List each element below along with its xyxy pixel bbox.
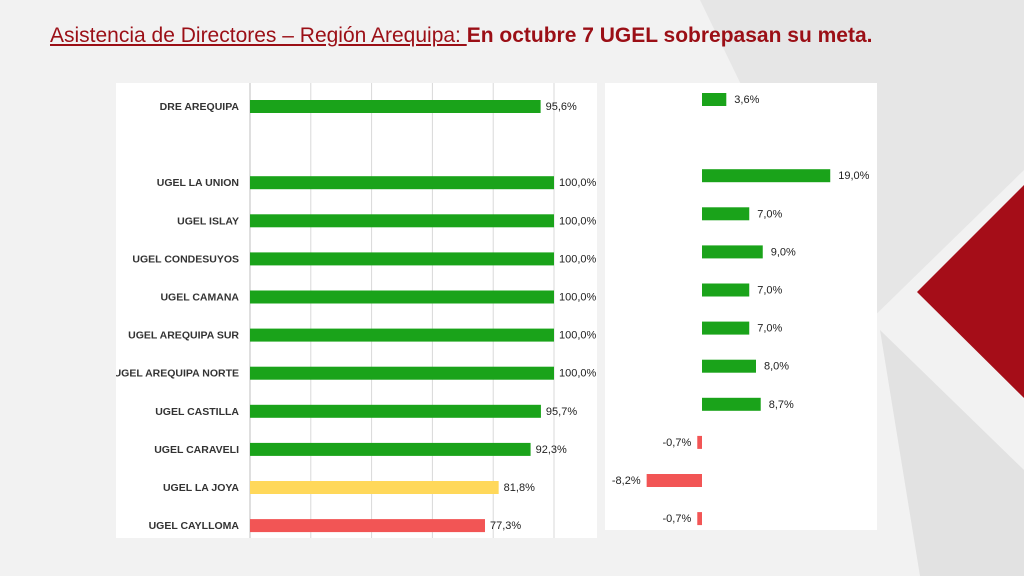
bar-ugel-la-union: [250, 176, 554, 190]
category-label-ugel-arequipa-norte: UGEL AREQUIPA NORTE: [116, 368, 239, 380]
diff-label-ugel-islay: 7,0%: [757, 208, 782, 220]
category-label-ugel-la-joya: UGEL LA JOYA: [163, 482, 239, 494]
value-label-ugel-caylloma: 77,3%: [490, 520, 521, 532]
bar-dre-arequipa: [250, 100, 541, 113]
bar-ugel-arequipa-sur: [250, 328, 554, 342]
value-label-ugel-arequipa-sur: 100,0%: [559, 330, 597, 342]
diff-bar-dre-arequipa: [702, 93, 727, 106]
value-label-ugel-condesuyos: 100,0%: [559, 253, 597, 265]
accent-triangle: [917, 185, 1024, 398]
diff-bar-ugel-islay: [702, 207, 750, 221]
value-label-ugel-islay: 100,0%: [559, 215, 597, 227]
category-label-ugel-caylloma: UGEL CAYLLOMA: [149, 520, 240, 532]
diff-bar-ugel-condesuyos: [702, 245, 763, 259]
goal-difference-bar-chart: 3,6% 19,0% 7,0% 9,0% 7,0% 7,0% 8,0% 8,7% -0,7% -8…: [612, 93, 870, 526]
diff-label-ugel-camana: 7,0%: [757, 285, 782, 297]
diff-label-ugel-arequipa-sur: 7,0%: [757, 323, 782, 335]
category-label-ugel-islay: UGEL ISLAY: [177, 215, 239, 227]
title-prefix: Asistencia de Directores – Región Arequi…: [50, 24, 467, 47]
bar-ugel-castilla: [250, 404, 541, 418]
title-main: En octubre 7 UGEL sobrepasan su meta.: [466, 24, 873, 47]
category-label-ugel-arequipa-sur: UGEL AREQUIPA SUR: [128, 330, 239, 342]
bar-ugel-caraveli: [250, 442, 531, 456]
diff-label-ugel-la-union: 19,0%: [838, 170, 869, 182]
diff-bar-ugel-arequipa-sur: [702, 321, 750, 335]
category-label-ugel-la-union: UGEL LA UNION: [157, 177, 239, 189]
diff-bar-ugel-caraveli: [697, 435, 702, 449]
value-label-ugel-castilla: 95,7%: [546, 406, 577, 418]
goal-difference-chart-panel: 3,6% 19,0% 7,0% 9,0% 7,0% 7,0% 8,0% 8,7% -0,7% -8…: [605, 83, 877, 530]
diff-label-ugel-caylloma: -0,7%: [663, 513, 692, 525]
diff-label-ugel-condesuyos: 9,0%: [771, 246, 796, 258]
diff-bar-ugel-la-union: [702, 169, 831, 183]
diff-label-ugel-la-joya: -8,2%: [612, 475, 641, 487]
value-label-ugel-la-union: 100,0%: [559, 177, 597, 189]
bar-ugel-arequipa-norte: [250, 366, 554, 380]
diff-label-ugel-caraveli: -0,7%: [663, 437, 692, 449]
diff-bar-ugel-la-joya: [646, 474, 702, 487]
category-label-dre-arequipa: DRE AREQUIPA: [160, 101, 240, 113]
category-label-ugel-condesuyos: UGEL CONDESUYOS: [132, 253, 239, 265]
diff-label-dre-arequipa: 3,6%: [734, 94, 759, 106]
value-label-ugel-caraveli: 92,3%: [536, 444, 567, 456]
category-label-ugel-caraveli: UGEL CARAVELI: [154, 444, 239, 456]
bar-ugel-islay: [250, 214, 554, 228]
value-label-dre-arequipa: 95,6%: [546, 101, 577, 113]
background-shadow-shape: [880, 330, 1024, 576]
page-title: Asistencia de Directores – Región Arequi…: [50, 24, 1010, 48]
diff-bar-ugel-caylloma: [697, 512, 702, 526]
value-label-ugel-arequipa-norte: 100,0%: [559, 368, 597, 380]
category-label-ugel-camana: UGEL CAMANA: [160, 292, 239, 304]
value-label-ugel-la-joya: 81,8%: [504, 482, 535, 494]
diff-label-ugel-arequipa-norte: 8,0%: [764, 361, 789, 373]
diff-bar-ugel-camana: [702, 283, 750, 297]
bar-ugel-condesuyos: [250, 252, 554, 266]
diff-bar-ugel-castilla: [702, 397, 761, 411]
diff-label-ugel-castilla: 8,7%: [769, 399, 794, 411]
attendance-bar-chart: DRE AREQUIPA 95,6% UGEL LA UNION 100,0% UGEL…: [114, 83, 597, 538]
category-label-ugel-castilla: UGEL CASTILLA: [155, 406, 239, 418]
bar-ugel-la-joya: [250, 481, 499, 494]
value-label-ugel-camana: 100,0%: [559, 292, 597, 304]
bar-ugel-camana: [250, 290, 554, 304]
attendance-chart-panel: DRE AREQUIPA 95,6% UGEL LA UNION 100,0% UGEL…: [114, 83, 597, 538]
bar-ugel-caylloma: [250, 519, 485, 533]
diff-bar-ugel-arequipa-norte: [702, 359, 756, 373]
